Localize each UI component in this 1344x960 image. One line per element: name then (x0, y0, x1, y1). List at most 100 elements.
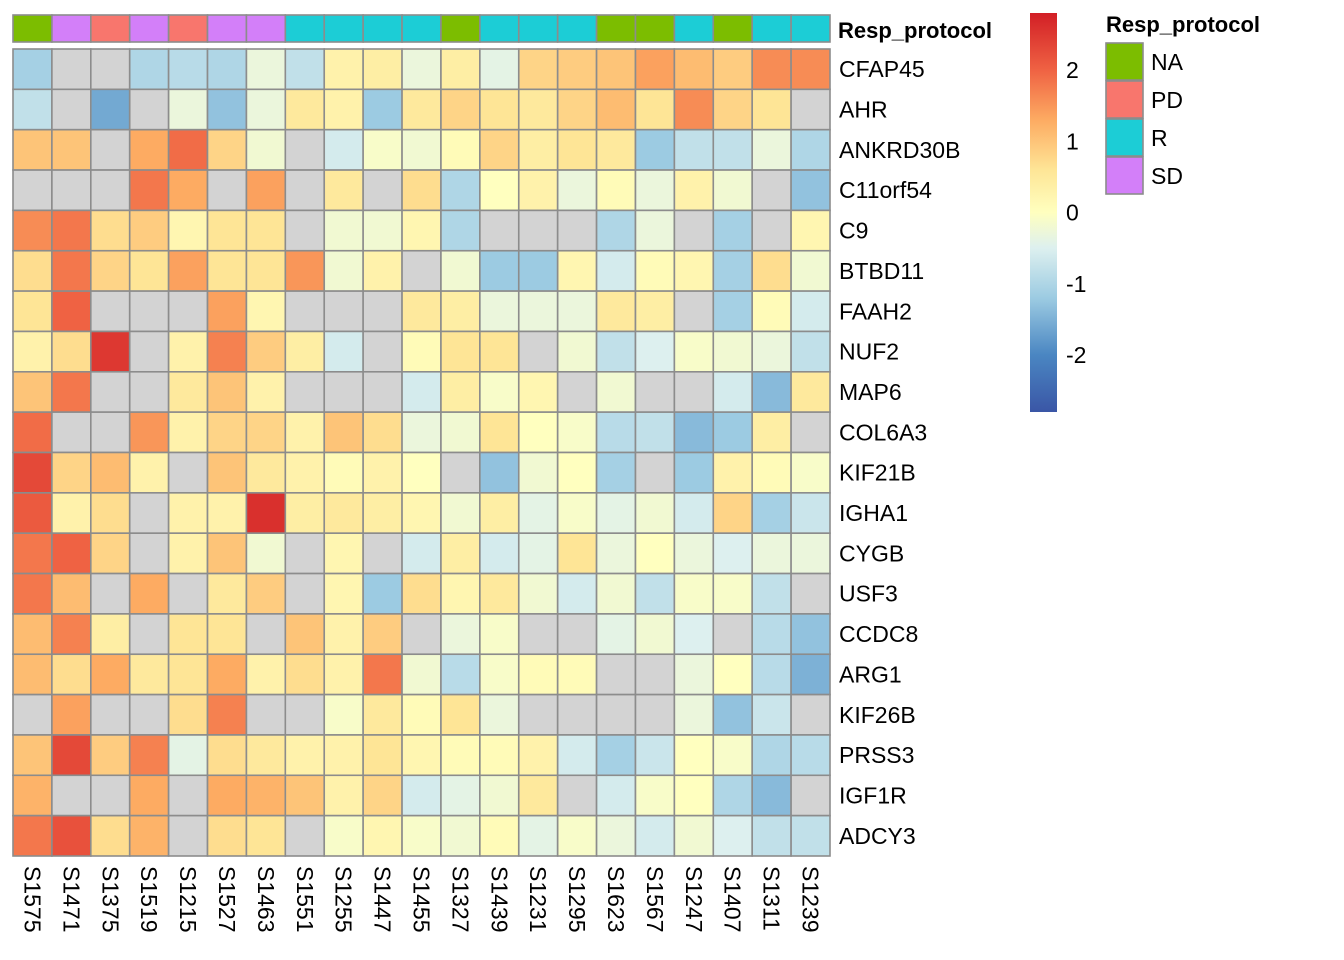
heatmap-cell (479, 169, 520, 212)
column-label: S1447 (370, 866, 396, 933)
heatmap-cell (556, 774, 598, 817)
heatmap-cell (90, 572, 131, 615)
heatmap-cell (51, 209, 92, 252)
heatmap-cell (595, 290, 637, 333)
column-label: S1527 (214, 866, 240, 933)
heatmap-cell (556, 330, 598, 373)
legend-swatch (1105, 156, 1144, 195)
heatmap-cell (790, 249, 831, 292)
heatmap-cell (790, 814, 831, 857)
heatmap-cell (595, 330, 637, 373)
column-label: S1471 (58, 866, 84, 933)
heatmap-cell (323, 451, 364, 494)
heatmap-cell (595, 169, 637, 212)
heatmap-cell (673, 249, 715, 292)
heatmap-cell (323, 88, 364, 131)
heatmap-cell (751, 411, 792, 454)
legend-label: NA (1151, 49, 1184, 75)
heatmap-cell (556, 370, 598, 413)
heatmap-cell (634, 693, 676, 736)
heatmap-cell (556, 492, 598, 535)
heatmap-cell (362, 613, 403, 656)
heatmap-cell (90, 532, 131, 575)
heatmap-cell (90, 128, 131, 171)
heatmap-cell (790, 572, 831, 615)
column-label: S1239 (798, 866, 824, 933)
row-label: NUF2 (839, 339, 899, 365)
heatmap-cell (790, 88, 831, 131)
heatmap-cell (634, 653, 676, 696)
heatmap-cell (517, 734, 559, 777)
heatmap-cell (401, 814, 442, 857)
heatmap-cell (362, 774, 403, 817)
column-label: S1623 (603, 866, 629, 933)
heatmap-cell (90, 774, 131, 817)
heatmap-cell (51, 48, 92, 91)
heatmap-cell (751, 88, 792, 131)
heatmap-cell (673, 774, 715, 817)
heatmap-cell (245, 734, 287, 777)
column-label: S1439 (486, 866, 512, 933)
row-label: KIF21B (839, 460, 916, 486)
heatmap-cell (128, 774, 170, 817)
heatmap-cell (673, 653, 715, 696)
legend-label: PD (1151, 87, 1183, 113)
heatmap-cell (128, 532, 170, 575)
heatmap-cell (362, 48, 403, 91)
heatmap-cell (790, 774, 831, 817)
heatmap-cell (517, 330, 559, 373)
heatmap-cell (556, 48, 598, 91)
annotation-cell (12, 14, 53, 43)
heatmap-cell (206, 128, 248, 171)
heatmap-cell (479, 693, 520, 736)
column-label: S1567 (642, 866, 668, 933)
heatmap-cell (751, 532, 792, 575)
heatmap-cell (556, 653, 598, 696)
heatmap-cell (712, 169, 753, 212)
legend-swatch (1105, 42, 1144, 81)
heatmap-cell (401, 572, 442, 615)
heatmap-cell (634, 572, 676, 615)
heatmap-cell (479, 209, 520, 252)
heatmap-cell (479, 734, 520, 777)
heatmap-cell (673, 693, 715, 736)
heatmap-cell (440, 653, 481, 696)
heatmap-cell (401, 451, 442, 494)
row-label: C11orf54 (839, 177, 932, 203)
heatmap-cell (167, 572, 209, 615)
heatmap-cell (51, 128, 92, 171)
heatmap-cell (790, 693, 831, 736)
heatmap-cell (401, 249, 442, 292)
heatmap-cell (790, 330, 831, 373)
heatmap-cell (401, 88, 442, 131)
color-scale-tick-label: 0 (1066, 200, 1079, 226)
heatmap-cell (634, 48, 676, 91)
heatmap-cell (128, 330, 170, 373)
heatmap-cell (323, 209, 364, 252)
heatmap-cell (517, 693, 559, 736)
heatmap-cell (362, 451, 403, 494)
heatmap-cell (284, 693, 326, 736)
heatmap-cell (479, 814, 520, 857)
heatmap-cell (517, 613, 559, 656)
heatmap-cell (401, 653, 442, 696)
heatmap-cell (712, 88, 753, 131)
annotation-cell (401, 14, 442, 43)
heatmap-cell (712, 572, 753, 615)
heatmap-cell (440, 613, 481, 656)
heatmap-cell (595, 693, 637, 736)
heatmap-cell (479, 613, 520, 656)
heatmap-cell (284, 88, 326, 131)
heatmap-cell (556, 572, 598, 615)
row-label: ADCY3 (839, 823, 916, 849)
heatmap-cell (128, 693, 170, 736)
heatmap-cell (634, 532, 676, 575)
heatmap-cell (517, 290, 559, 333)
heatmap-cell (128, 128, 170, 171)
heatmap-cell (245, 411, 287, 454)
heatmap-cell (90, 734, 131, 777)
heatmap-cell (751, 209, 792, 252)
row-labels: CFAP45 AHR ANKRD30B C11orf54 C9 BTBD11 FAAH2 NU… (839, 56, 960, 849)
heatmap-cell (673, 209, 715, 252)
heatmap-cell (167, 330, 209, 373)
